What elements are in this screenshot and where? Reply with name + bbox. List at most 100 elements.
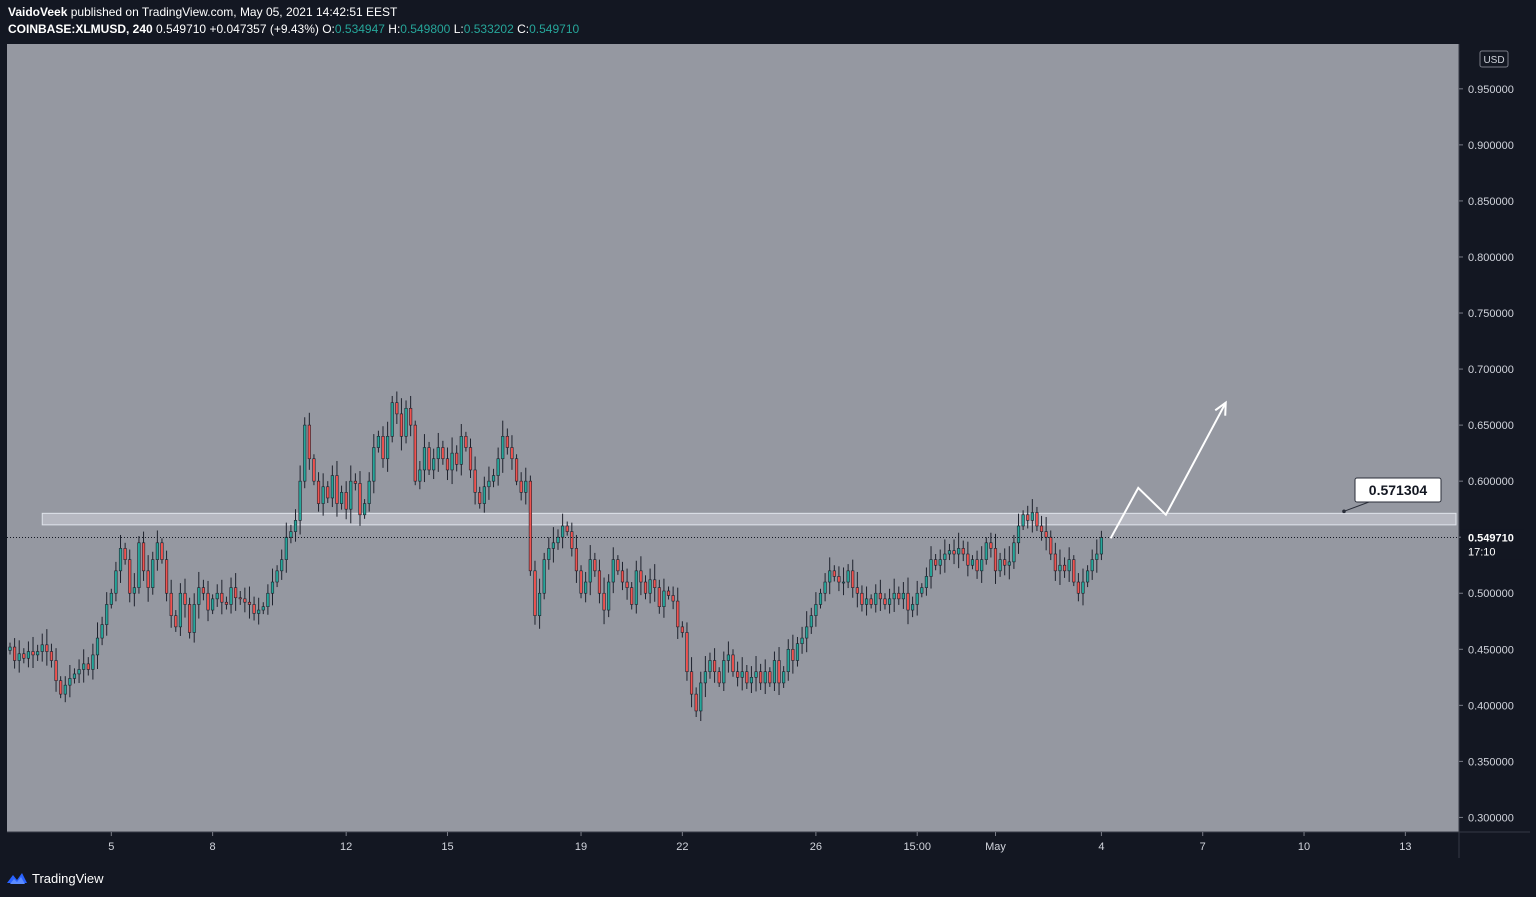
candle-body xyxy=(528,480,532,572)
countdown-label: 17:10 xyxy=(1468,547,1496,559)
candle-body xyxy=(620,570,625,583)
candle-body xyxy=(920,587,924,594)
candle-body xyxy=(1076,581,1080,594)
candle-body xyxy=(864,598,869,605)
candle-body xyxy=(339,492,344,504)
candle-body xyxy=(643,581,648,594)
x-tick-label: 13 xyxy=(1399,841,1411,853)
footer: TradingView xyxy=(6,868,104,888)
candle-body xyxy=(270,581,275,594)
projection-arrow xyxy=(1109,402,1227,539)
candle-body xyxy=(386,436,390,460)
candle-body xyxy=(837,576,841,583)
y-tick-label: 0.450000 xyxy=(1468,644,1514,656)
y-tick-label: 0.300000 xyxy=(1468,812,1514,824)
candle-body xyxy=(326,486,330,499)
candle-body xyxy=(1012,542,1016,563)
candle-body xyxy=(897,592,901,600)
candle-body xyxy=(685,632,689,673)
candle-body xyxy=(100,624,104,639)
candle-body xyxy=(1062,564,1067,572)
candle-body xyxy=(703,671,707,684)
candle-body xyxy=(293,520,298,532)
resistance-callout-label: 0.571304 xyxy=(1369,482,1428,498)
candle-body xyxy=(841,581,846,584)
tradingview-logo-icon[interactable] xyxy=(6,871,28,885)
tradingview-brand[interactable]: TradingView xyxy=(32,870,104,886)
candle-body xyxy=(1016,525,1021,544)
x-tick-label: 8 xyxy=(210,841,216,853)
candle-body xyxy=(763,671,767,684)
candle-body xyxy=(36,651,40,656)
candle-body xyxy=(754,671,758,678)
x-tick-label: 4 xyxy=(1098,841,1104,853)
candle-body xyxy=(280,559,284,572)
candle-body xyxy=(49,651,54,661)
candle-body xyxy=(731,654,735,673)
candle-body xyxy=(473,469,477,493)
candle-body xyxy=(584,581,588,594)
candle-body xyxy=(54,660,58,681)
close-value: 0.549710 xyxy=(529,22,580,36)
y-tick-label: 0.500000 xyxy=(1468,588,1514,600)
symbol-label[interactable]: COINBASE:XLMUSD, 240 xyxy=(8,22,153,36)
candle-body xyxy=(519,480,523,493)
candle-body xyxy=(114,570,118,594)
candle-body xyxy=(298,480,302,521)
x-tick-label: 26 xyxy=(810,841,822,853)
candle-body xyxy=(1090,559,1094,572)
candle-body xyxy=(814,604,818,616)
candle-body xyxy=(40,644,44,652)
candle-body xyxy=(146,570,150,588)
last-price-text: 0.549710 xyxy=(156,22,207,36)
candle-body xyxy=(957,548,961,555)
candle-body xyxy=(358,483,362,516)
candle-body xyxy=(634,570,638,605)
candle-body xyxy=(639,570,643,583)
candle-body xyxy=(381,436,385,460)
candle-body xyxy=(749,677,753,684)
callout-pointer xyxy=(1343,501,1370,512)
candle-body xyxy=(432,458,436,471)
candle-body xyxy=(832,570,836,577)
candle-body xyxy=(63,684,67,695)
candle-body xyxy=(395,402,399,415)
candle-body xyxy=(257,609,261,614)
candle-body xyxy=(680,626,684,633)
candle-body xyxy=(289,531,293,538)
candle-body xyxy=(132,587,136,594)
y-tick-label: 0.350000 xyxy=(1468,756,1514,768)
candle-body xyxy=(321,486,325,504)
candle-body xyxy=(261,606,265,611)
candle-body xyxy=(970,559,975,566)
candle-body xyxy=(699,682,703,712)
candle-body xyxy=(736,671,740,678)
candle-body xyxy=(901,592,905,600)
candle-body xyxy=(943,553,947,560)
candle-body xyxy=(413,424,417,482)
candle-body xyxy=(768,671,772,684)
projection-arrowhead xyxy=(1214,400,1227,416)
candle-body xyxy=(966,553,970,566)
x-tick-label: 15 xyxy=(441,841,453,853)
candle-body xyxy=(68,678,72,686)
candle-body xyxy=(31,651,35,656)
published-text: published on TradingView.com, May 05, 20… xyxy=(70,5,398,19)
candle-body xyxy=(353,480,357,484)
candle-body xyxy=(1099,537,1103,555)
open-value: 0.534947 xyxy=(334,22,385,36)
candle-body xyxy=(551,542,555,549)
candle-body xyxy=(72,673,77,679)
candle-body xyxy=(197,587,201,605)
x-tick-label: May xyxy=(985,841,1006,853)
candle-body xyxy=(1053,553,1057,572)
candle-body xyxy=(722,660,726,684)
publisher-name[interactable]: VaidoVeek xyxy=(8,5,68,19)
candle-body xyxy=(906,592,910,611)
candle-body xyxy=(666,590,671,596)
candle-body xyxy=(464,436,468,448)
low-label: L: xyxy=(453,22,464,36)
x-tick-label: 7 xyxy=(1200,841,1206,853)
candle-body xyxy=(165,559,169,594)
